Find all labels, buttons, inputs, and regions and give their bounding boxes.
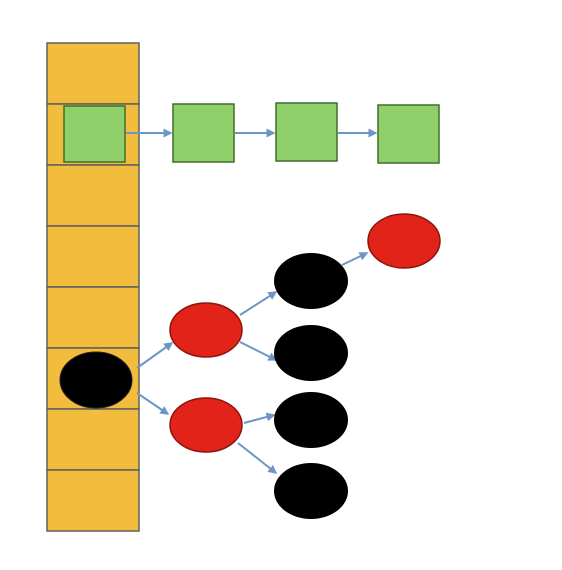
list-node xyxy=(172,103,235,163)
list-node xyxy=(63,105,126,163)
tree-root-node xyxy=(59,351,133,409)
tree-arrow xyxy=(136,392,170,415)
tree-node-black xyxy=(274,392,348,448)
bucket-slot xyxy=(46,42,140,105)
tree-node-black xyxy=(274,253,348,309)
bucket-slot xyxy=(46,286,140,349)
tree-arrow xyxy=(341,252,369,266)
tree-node-black xyxy=(274,325,348,381)
tree-node-red xyxy=(169,302,243,358)
bucket-slot xyxy=(46,164,140,227)
tree-node-black xyxy=(274,463,348,519)
tree-arrow xyxy=(239,341,278,361)
list-node xyxy=(377,104,440,164)
tree-arrow xyxy=(237,442,278,474)
tree-node-red xyxy=(367,213,441,269)
list-node xyxy=(275,102,338,162)
tree-node-red xyxy=(169,397,243,453)
tree-arrow xyxy=(243,412,276,424)
tree-arrow xyxy=(239,291,278,316)
bucket-slot xyxy=(46,408,140,471)
red-black-tree xyxy=(59,213,441,519)
tree-arrow xyxy=(136,342,174,369)
bucket-slot xyxy=(46,225,140,288)
linked-list-chain xyxy=(63,102,440,164)
bucket-slot xyxy=(46,469,140,532)
